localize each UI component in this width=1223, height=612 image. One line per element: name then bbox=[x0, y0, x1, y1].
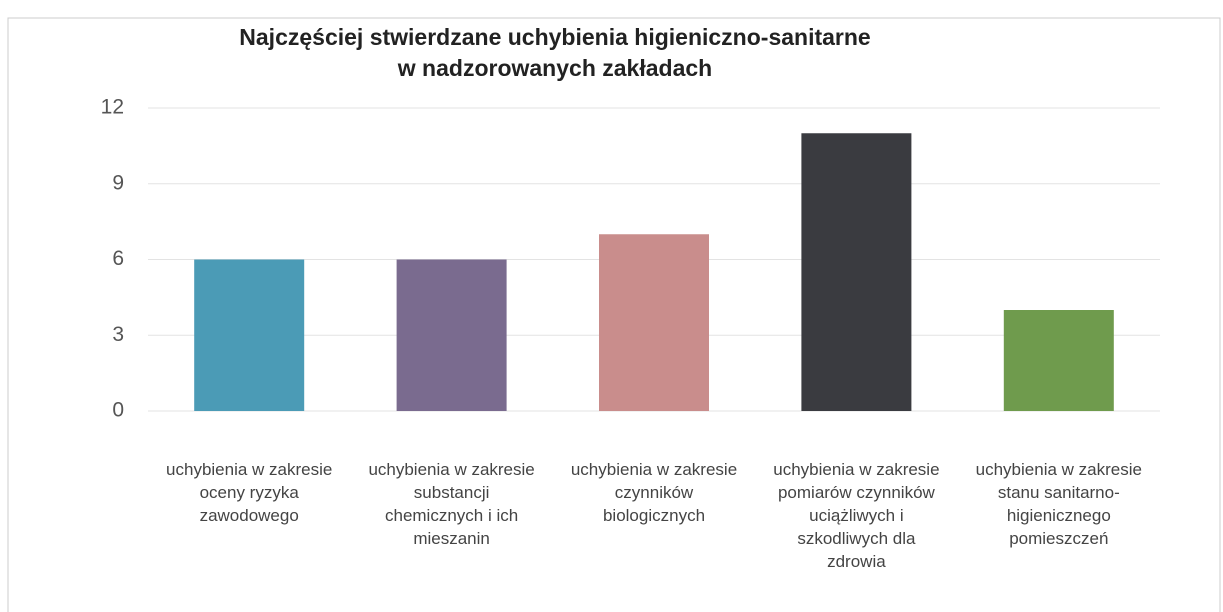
x-tick-label: uchybienia w zakresie pomiarów czynników… bbox=[773, 460, 940, 571]
frame bbox=[7, 17, 1221, 612]
x-tick-label: uchybienia w zakresie substancji chemicz… bbox=[368, 460, 535, 548]
x-tick-label: uchybienia w zakresie oceny ryzyka zawod… bbox=[166, 460, 333, 525]
y-tick-label: 12 bbox=[101, 96, 124, 119]
y-tick-label: 3 bbox=[112, 323, 124, 346]
bar bbox=[1003, 310, 1114, 411]
bar bbox=[396, 259, 507, 411]
x-tick-label: uchybienia w zakresie stanu sanitarno-hi… bbox=[975, 460, 1142, 548]
y-tick-label: 6 bbox=[112, 247, 124, 270]
bar bbox=[801, 133, 912, 411]
x-tick-label: uchybienia w zakresie czynników biologic… bbox=[570, 460, 738, 525]
bar bbox=[599, 234, 709, 411]
chart-title: Najczęściej stwierdzane uchybienia higie… bbox=[239, 24, 871, 81]
y-tick-label: 0 bbox=[112, 399, 124, 422]
y-tick-label: 9 bbox=[112, 171, 124, 194]
bar bbox=[194, 259, 305, 411]
